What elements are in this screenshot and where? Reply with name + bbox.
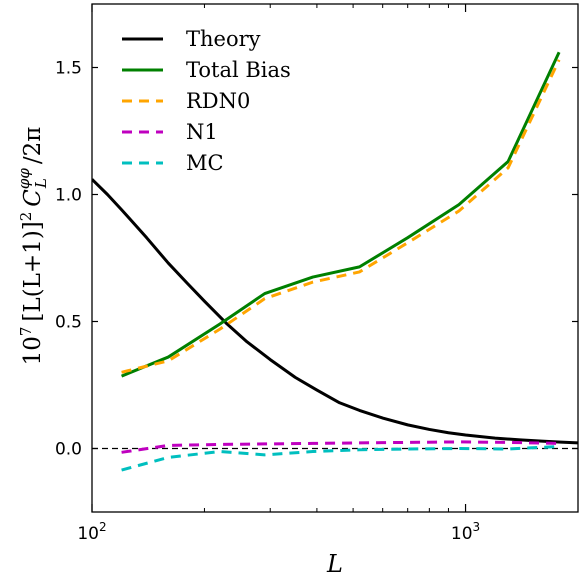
legend-entry-rdn0: RDN0 [122, 89, 250, 113]
series-line-mc [121, 444, 560, 472]
y-axis-label: 107[L(L+1)]2CφφL/2π [15, 127, 50, 366]
plot-frame [91, 3, 579, 513]
series-line-n1 [121, 440, 560, 454]
y-tick-label: 1.0 [55, 186, 82, 206]
plot-lines [92, 51, 578, 472]
x-tick-label: 103 [451, 520, 480, 544]
legend-label: MC [186, 151, 224, 175]
x-axis-label: L [326, 550, 343, 578]
legend-label: Total Bias [186, 58, 291, 82]
x-tick-label: 102 [77, 520, 106, 544]
y-tick-label: 1.5 [55, 59, 82, 79]
y-tick-label: 0.5 [55, 313, 82, 333]
legend-entry-mc: MC [122, 151, 224, 175]
tick-labels: 0.0 0.5 1.0 1.5 102 103 [55, 59, 480, 545]
series-line-theory [92, 178, 578, 445]
legend-label: N1 [186, 120, 218, 144]
axis-ticks [91, 4, 578, 512]
legend-entry-total-bias: Total Bias [122, 58, 291, 82]
legend-entry-theory: Theory [122, 27, 261, 51]
legend-label: Theory [186, 27, 261, 51]
series-line-rdn0 [121, 59, 561, 374]
legend-entry-n1: N1 [122, 120, 218, 144]
legend-label: RDN0 [186, 89, 250, 113]
series-line-total-bias [121, 51, 561, 378]
legend: Theory Total Bias RDN0 N1 MC [122, 27, 291, 175]
y-tick-label: 0.0 [55, 440, 82, 460]
